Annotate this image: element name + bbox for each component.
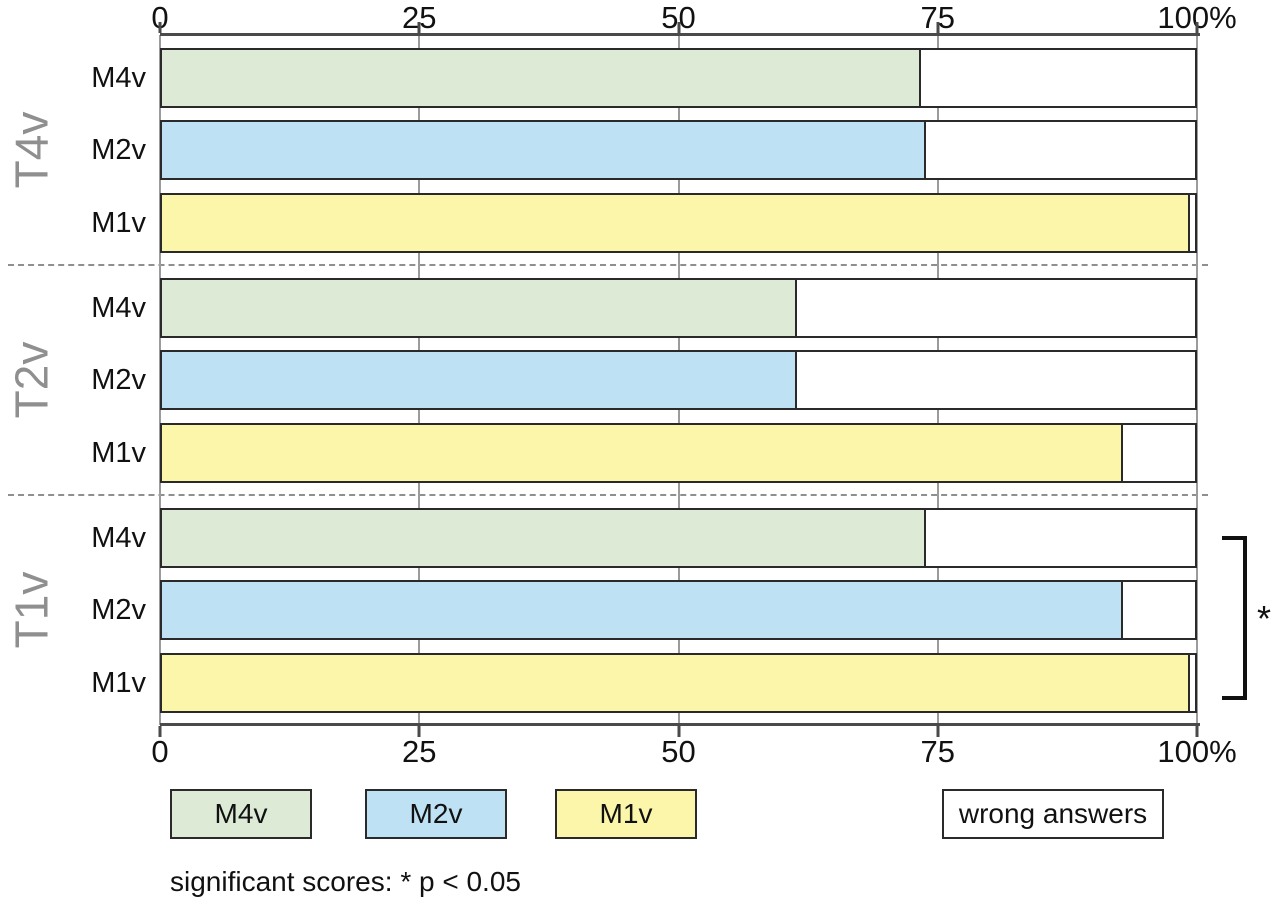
group-label-text: T2v bbox=[5, 341, 57, 419]
bar-T4v-M4v bbox=[160, 47, 1197, 108]
bar-T1v-M2v bbox=[160, 580, 1197, 640]
legend-item-M4v: M4v bbox=[170, 789, 312, 839]
bar-fill-T2v-M2v bbox=[162, 352, 798, 408]
bar-fill-T1v-M4v bbox=[162, 509, 927, 566]
bar-fill-T4v-M4v bbox=[162, 49, 922, 106]
significance-bracket bbox=[1222, 536, 1247, 700]
legend-item-M2v: M2v bbox=[365, 789, 507, 839]
group-separator-2 bbox=[8, 494, 1208, 496]
group-label-text: T4v bbox=[5, 111, 57, 189]
bottom-tick-100 bbox=[1195, 726, 1199, 737]
row-label-T2v-M4v: M4v bbox=[91, 291, 146, 324]
bottom-tick-label-75: 75 bbox=[920, 734, 955, 769]
group-label-T4v: T4v bbox=[0, 35, 62, 265]
row-label-T2v-M1v: M1v bbox=[91, 436, 146, 469]
row-label-T4v-M2v: M2v bbox=[91, 134, 146, 166]
top-tick-0 bbox=[158, 22, 162, 33]
bottom-tick-label-0: 0 bbox=[151, 734, 169, 769]
group-separator-1 bbox=[8, 264, 1208, 266]
row-label-T4v-M4v: M4v bbox=[91, 61, 146, 94]
group-label-text: T1v bbox=[5, 571, 57, 649]
top-tick-75 bbox=[936, 22, 940, 33]
top-tick-25 bbox=[417, 22, 421, 33]
bottom-tick-label-50: 50 bbox=[661, 734, 696, 769]
bottom-tick-label-25: 25 bbox=[402, 734, 437, 769]
bar-T4v-M2v bbox=[160, 120, 1197, 180]
bottom-tick-25 bbox=[417, 726, 421, 737]
bottom-tick-75 bbox=[936, 726, 940, 737]
row-label-T1v-M1v: M1v bbox=[91, 666, 146, 699]
legend-item-wrong-answers: wrong answers bbox=[942, 789, 1164, 839]
bar-fill-T1v-M1v bbox=[162, 654, 1190, 711]
gridline-100 bbox=[1196, 35, 1198, 725]
bar-T4v-M1v bbox=[160, 192, 1197, 253]
bar-T1v-M4v bbox=[160, 507, 1197, 568]
significance-asterisk: * bbox=[1257, 598, 1272, 639]
row-label-T1v-M2v: M2v bbox=[91, 594, 146, 626]
bar-T2v-M1v bbox=[160, 422, 1197, 483]
bar-fill-T4v-M2v bbox=[162, 122, 927, 178]
bottom-tick-label-100: 100% bbox=[1157, 734, 1237, 769]
bar-fill-T2v-M1v bbox=[162, 424, 1123, 481]
top-tick-50 bbox=[677, 22, 680, 33]
legend-item-M1v: M1v bbox=[555, 789, 697, 839]
plot-area bbox=[159, 35, 1198, 725]
top-axis-line bbox=[160, 33, 1200, 36]
row-label-T4v-M1v: M1v bbox=[91, 206, 146, 239]
top-tick-label-0: 0 bbox=[151, 0, 169, 35]
bottom-tick-0 bbox=[158, 726, 162, 737]
bottom-tick-50 bbox=[677, 726, 680, 737]
bar-T1v-M1v bbox=[160, 652, 1197, 713]
row-label-T1v-M4v: M4v bbox=[91, 521, 146, 554]
row-label-T2v-M2v: M2v bbox=[91, 364, 146, 396]
group-label-T1v: T1v bbox=[0, 495, 62, 725]
top-tick-100 bbox=[1195, 22, 1199, 33]
bar-T2v-M4v bbox=[160, 277, 1197, 338]
bottom-axis-line bbox=[160, 723, 1200, 726]
bar-T2v-M2v bbox=[160, 350, 1197, 410]
bar-fill-T2v-M4v bbox=[162, 279, 798, 336]
group-label-T2v: T2v bbox=[0, 265, 62, 495]
significance-caption: significant scores: * p < 0.05 bbox=[170, 866, 521, 897]
bar-fill-T4v-M1v bbox=[162, 194, 1190, 251]
bar-fill-T1v-M2v bbox=[162, 582, 1123, 638]
